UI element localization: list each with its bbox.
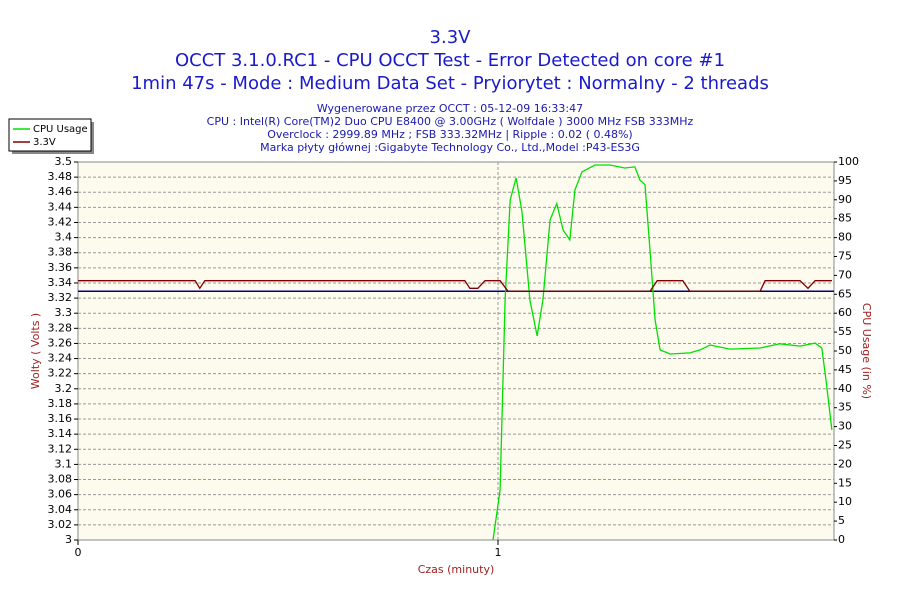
- y2-tick-label: 75: [838, 250, 852, 263]
- y-tick-label: 3.04: [48, 503, 73, 516]
- y-tick-label: 3.46: [48, 185, 73, 198]
- legend: [8, 118, 92, 152]
- y2-tick-label: 5: [838, 514, 845, 527]
- x-tick-label: 1: [495, 546, 502, 559]
- y-tick-label: 3.02: [48, 518, 73, 531]
- y-tick-label: 3.06: [48, 488, 73, 501]
- chart-title: 3.3V: [430, 27, 472, 48]
- y2-tick-label: 60: [838, 306, 852, 319]
- y-tick-label: 3.42: [48, 215, 73, 228]
- x-axis-label: Czas (minuty): [418, 563, 495, 576]
- y-tick-label: 3.24: [48, 352, 73, 365]
- x-tick-label: 0: [75, 546, 82, 559]
- y-tick-label: 3.28: [48, 321, 73, 334]
- y-tick-label: 3: [65, 533, 72, 546]
- y2-tick-label: 20: [838, 457, 852, 470]
- y-tick-label: 3.12: [48, 442, 73, 455]
- y2-tick-label: 30: [838, 420, 852, 433]
- series-line: [492, 164, 833, 541]
- y-tick-label: 3.36: [48, 261, 73, 274]
- y-tick-label: 3.14: [48, 427, 73, 440]
- y2-tick-label: 15: [838, 476, 852, 489]
- info-line: CPU : Intel(R) Core(TM)2 Duo CPU E8400 @…: [207, 115, 694, 128]
- y-tick-label: 3.08: [48, 473, 73, 486]
- y-tick-label: 3.5: [55, 155, 73, 168]
- y2-tick-label: 35: [838, 401, 852, 414]
- legend-label: 3.3V: [33, 137, 56, 148]
- y-tick-label: 3.34: [48, 276, 73, 289]
- y-axis-label: Wolty ( Volts ): [29, 313, 42, 389]
- y-tick-label: 3.4: [55, 231, 73, 244]
- y2-tick-label: 55: [838, 325, 852, 338]
- plot-area: [77, 161, 835, 541]
- y2-tick-label: 65: [838, 287, 852, 300]
- y-tick-label: 3.3: [55, 306, 73, 319]
- y2-tick-label: 45: [838, 363, 852, 376]
- series-line: [78, 280, 832, 292]
- y-tick-label: 3.2: [55, 382, 73, 395]
- y2-axis-label: CPU Usage (in %): [860, 303, 873, 399]
- y-tick-label: 3.32: [48, 291, 73, 304]
- y2-tick-label: 100: [838, 155, 859, 168]
- y2-tick-label: 85: [838, 212, 852, 225]
- y-tick-label: 3.48: [48, 170, 73, 183]
- y2-tick-label: 10: [838, 495, 852, 508]
- info-line: Overclock : 2999.89 MHz ; FSB 333.32MHz …: [267, 128, 632, 141]
- info-line: Wygenerowane przez OCCT : 05-12-09 16:33…: [317, 102, 583, 115]
- y2-tick-label: 95: [838, 174, 852, 187]
- subtitle: 1min 47s - Mode : Medium Data Set - Pryi…: [131, 73, 769, 94]
- y2-tick-label: 90: [838, 193, 852, 206]
- y2-tick-label: 80: [838, 231, 852, 244]
- y-tick-label: 3.1: [55, 457, 73, 470]
- y2-tick-label: 25: [838, 439, 852, 452]
- y-tick-label: 3.38: [48, 246, 73, 259]
- y2-tick-label: 40: [838, 382, 852, 395]
- subtitle: OCCT 3.1.0.RC1 - CPU OCCT Test - Error D…: [175, 50, 725, 71]
- y-tick-label: 3.18: [48, 397, 73, 410]
- y-tick-label: 3.22: [48, 367, 73, 380]
- legend-label: CPU Usage: [33, 124, 88, 135]
- info-line: Marka płyty głównej :Gigabyte Technology…: [260, 141, 640, 154]
- y2-tick-label: 70: [838, 268, 852, 281]
- y-tick-label: 3.44: [48, 200, 73, 213]
- y-tick-label: 3.16: [48, 412, 73, 425]
- y2-tick-label: 0: [838, 533, 845, 546]
- y-tick-label: 3.26: [48, 336, 73, 349]
- y2-tick-label: 50: [838, 344, 852, 357]
